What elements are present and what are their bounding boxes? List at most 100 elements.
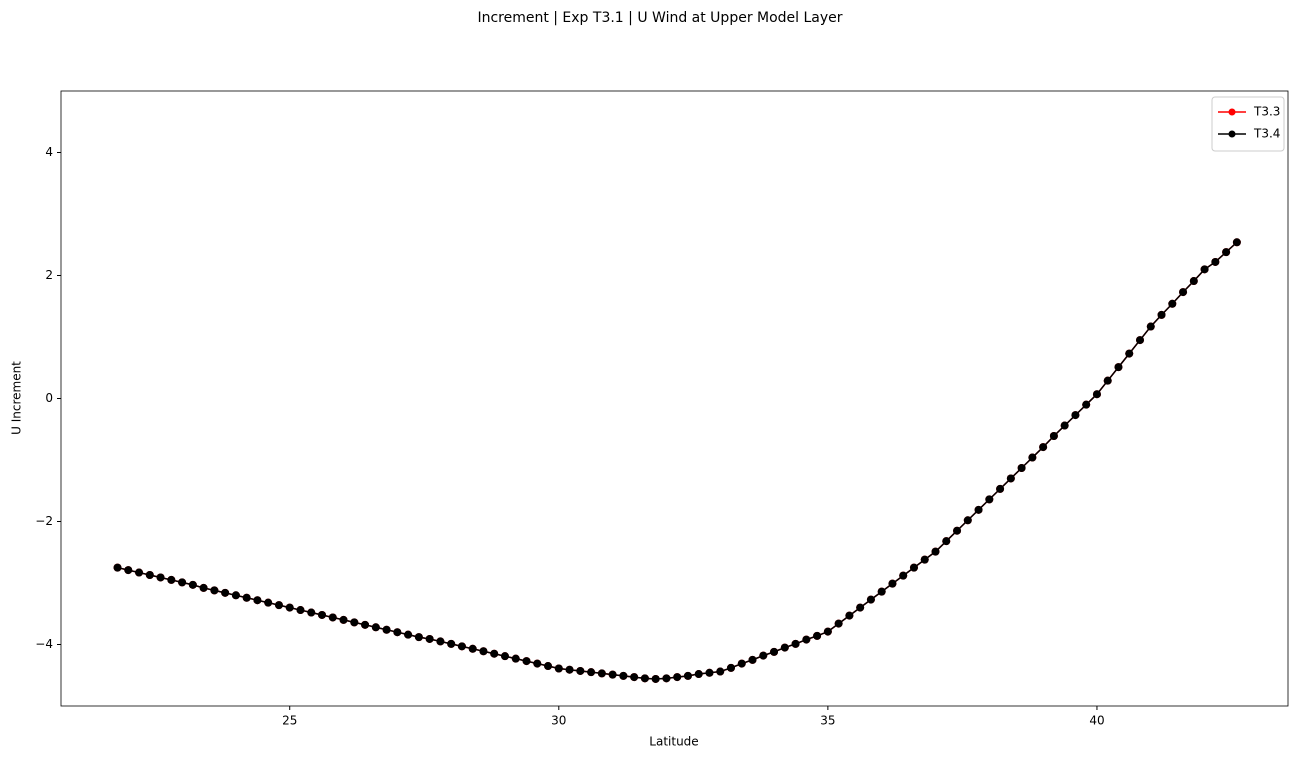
x-tick-label: 25 [282,714,297,728]
marker [274,601,283,610]
marker [188,580,197,589]
marker [845,611,854,620]
marker [597,669,606,678]
x-tick-label: 35 [820,714,835,728]
marker [339,615,348,624]
marker [705,668,714,677]
marker [727,663,736,672]
marker [651,674,660,683]
marker [382,625,391,634]
marker [1103,376,1112,385]
marker [145,571,154,580]
marker [1017,463,1026,472]
marker [1200,265,1209,274]
marker [253,596,262,605]
plot-frame [60,90,1289,707]
marker [1136,336,1145,345]
marker [371,623,380,632]
marker [974,505,983,514]
legend-marker [1228,108,1236,116]
marker [780,643,789,652]
marker [210,586,219,595]
marker [554,664,563,673]
marker [436,637,445,646]
y-tick-label: 2 [45,268,53,282]
marker [1060,421,1069,430]
marker [285,603,294,612]
marker [167,575,176,584]
marker [533,659,542,668]
marker [673,673,682,682]
marker [393,628,402,637]
marker [296,606,305,615]
marker [802,635,811,644]
marker [888,579,897,588]
marker [544,662,553,671]
marker [1157,310,1166,319]
marker [942,537,951,546]
marker [640,674,649,683]
marker [264,598,273,607]
marker [813,631,822,640]
series-line [117,241,1238,680]
marker [1092,390,1101,399]
y-tick-label: −4 [35,637,53,651]
marker [866,595,875,604]
marker [576,666,585,675]
marker [877,587,886,596]
marker [587,668,596,677]
x-tick-label: 30 [551,714,566,728]
x-axis-label: Latitude [649,735,698,749]
marker [135,568,144,577]
marker [759,651,768,660]
marker [350,618,359,627]
marker [1179,288,1188,297]
marker [479,647,488,656]
marker [953,526,962,535]
marker [307,608,316,617]
y-axis-label: U Increment [10,361,24,435]
marker [791,639,800,648]
marker [985,495,994,504]
marker [199,583,208,592]
marker [716,667,725,676]
marker [565,665,574,674]
marker [414,633,423,642]
marker [1049,432,1058,441]
legend-label: T3.4 [1253,127,1280,141]
marker [490,649,499,658]
marker [963,516,972,525]
y-tick-label: 0 [45,391,53,405]
marker [1211,257,1220,266]
y-tick-label: 4 [45,145,53,159]
marker [511,654,520,663]
legend-marker [1228,130,1236,138]
marker [931,547,940,556]
marker [823,627,832,636]
y-tick-label: −2 [35,514,53,528]
marker [770,647,779,656]
marker [221,588,230,597]
marker [328,613,337,622]
marker [1039,443,1048,452]
marker [1028,453,1037,462]
marker [608,670,617,679]
marker [899,571,908,580]
marker [694,670,703,679]
marker [683,671,692,680]
marker [457,642,466,651]
marker [920,555,929,564]
marker [856,603,865,612]
marker [1168,299,1177,308]
marker [156,573,165,582]
marker [113,563,122,572]
marker [619,671,628,680]
legend-label: T3.3 [1253,105,1280,119]
marker [996,484,1005,493]
marker [909,563,918,572]
marker [737,659,746,668]
chart-title: Increment | Exp T3.1 | U Wind at Upper M… [477,10,842,26]
marker [662,674,671,683]
marker [178,578,187,587]
marker [242,593,251,602]
